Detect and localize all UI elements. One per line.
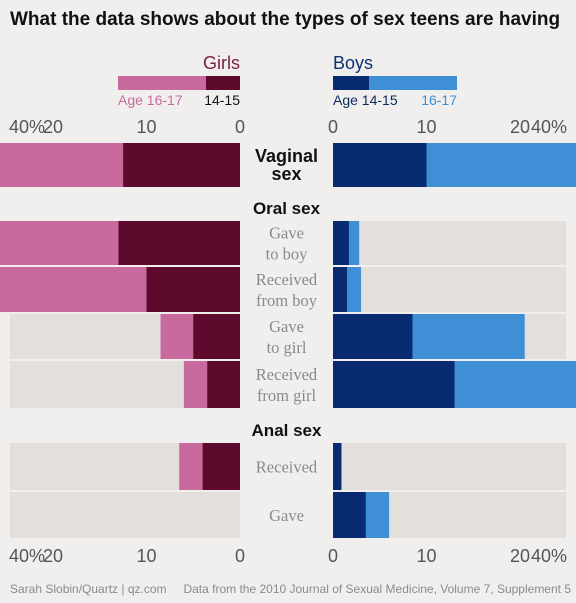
girls-row-band xyxy=(10,492,240,538)
bar-girls-14-15 xyxy=(207,361,240,408)
bar-boys-14-15 xyxy=(333,267,348,312)
legend-girls-younger-swatch xyxy=(206,76,240,90)
axis-bottom-boys-tick: 0 xyxy=(328,546,338,566)
axis-top-boys-tick: 10 xyxy=(416,117,436,137)
axis-top-girls-end: 40% xyxy=(9,117,45,137)
bar-girls-14-15 xyxy=(146,267,240,312)
section-label: Anal sex xyxy=(252,421,322,440)
legend-boys-older-swatch xyxy=(369,76,457,90)
axis-bottom-girls-tick: 10 xyxy=(136,546,156,566)
category-row: Received xyxy=(10,443,566,490)
legend-girls-older-label: Age 16-17 xyxy=(118,92,183,108)
bar-boys-14-15 xyxy=(333,443,342,490)
category-label: sex xyxy=(271,164,301,184)
axis-bottom-girls-tick: 20 xyxy=(43,546,63,566)
axis-bottom-boys-end: 40% xyxy=(531,546,567,566)
bar-boys-14-15 xyxy=(333,143,427,187)
axis-bottom-girls-end: 40% xyxy=(9,546,45,566)
chart-title: What the data shows about the types of s… xyxy=(10,9,560,30)
bar-girls-14-15 xyxy=(123,143,240,187)
category-label: from girl xyxy=(257,386,317,405)
category-row: Received from girl xyxy=(10,361,576,408)
category-label: to girl xyxy=(267,338,307,357)
bar-boys-14-15 xyxy=(333,492,366,538)
axis-top-boys-end: 40% xyxy=(531,117,567,137)
boys-row-band xyxy=(333,443,566,490)
legend-boys-younger-label: Age 14-15 xyxy=(333,92,398,108)
axis-bottom: 0010102020303040%40% xyxy=(9,546,567,566)
axis-top-girls-tick: 20 xyxy=(43,117,63,137)
category-label: Received xyxy=(256,365,318,384)
legend-boys-younger-swatch xyxy=(333,76,370,90)
category-label: Gave xyxy=(269,506,304,525)
axis-bottom-girls-tick: 0 xyxy=(235,546,245,566)
category-label: Gave xyxy=(269,224,304,243)
section-row: Oral sex xyxy=(253,199,321,218)
legend-girls-younger-label: 14-15 xyxy=(204,92,240,108)
category-label: from boy xyxy=(256,291,318,310)
legend-boys-older-label: 16-17 xyxy=(421,92,457,108)
credit-text: Sarah Slobin/Quartz | qz.com xyxy=(10,582,167,596)
legend-girls-older-swatch xyxy=(118,76,208,90)
boys-row-band xyxy=(333,267,566,312)
category-label: Received xyxy=(256,270,318,289)
legend-boys-title: Boys xyxy=(333,53,373,73)
category-label: Gave xyxy=(269,317,304,336)
bar-girls-14-15 xyxy=(118,221,240,265)
boys-row-band xyxy=(333,221,566,265)
bar-boys-14-15 xyxy=(333,361,455,408)
axis-top: 0010102020303040%40% xyxy=(9,117,567,137)
bar-boys-14-15 xyxy=(333,314,413,359)
source-text: Data from the 2010 Journal of Sexual Med… xyxy=(183,582,571,596)
axis-top-girls-tick: 10 xyxy=(136,117,156,137)
category-row: Gave to boy xyxy=(0,221,566,265)
axis-top-boys-tick: 0 xyxy=(328,117,338,137)
category-row: Gave to girl xyxy=(10,314,566,359)
category-label: Received xyxy=(256,458,318,477)
bar-girls-14-15 xyxy=(202,443,240,490)
axis-top-boys-tick: 20 xyxy=(510,117,530,137)
category-row: Received from boy xyxy=(0,267,566,312)
section-label: Oral sex xyxy=(253,199,321,218)
section-row: Anal sex xyxy=(252,421,322,440)
bar-boys-14-15 xyxy=(333,221,349,265)
category-row: Gave xyxy=(10,492,566,538)
axis-bottom-boys-tick: 10 xyxy=(416,546,436,566)
axis-top-girls-tick: 0 xyxy=(235,117,245,137)
category-label: to boy xyxy=(266,245,308,264)
category-label: Vaginal xyxy=(255,146,318,166)
axis-bottom-boys-tick: 20 xyxy=(510,546,530,566)
bar-girls-14-15 xyxy=(193,314,240,359)
legend-girls-title: Girls xyxy=(203,53,240,73)
